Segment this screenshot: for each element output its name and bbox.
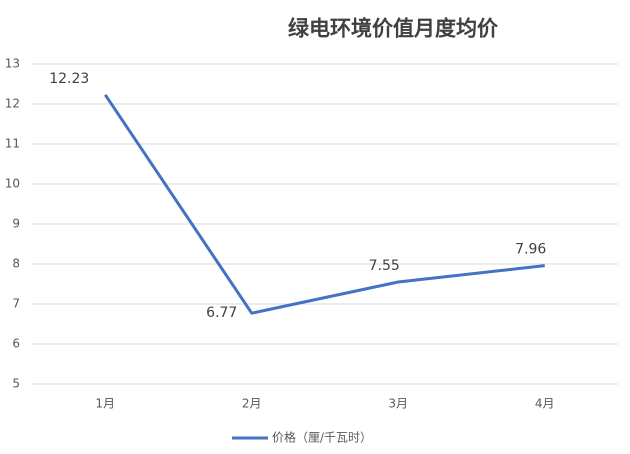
x-tick-label: 2月 — [242, 397, 262, 411]
y-tick-label: 11 — [5, 137, 20, 151]
y-tick-label: 10 — [5, 177, 20, 191]
y-tick-label: 9 — [12, 217, 20, 231]
data-label: 12.23 — [49, 71, 89, 87]
y-tick-label: 7 — [12, 297, 20, 311]
y-tick-label: 8 — [12, 257, 20, 271]
y-tick-label: 6 — [12, 337, 20, 351]
y-tick-label: 12 — [5, 97, 20, 111]
data-label: 7.96 — [515, 242, 546, 258]
x-tick-label: 4月 — [535, 397, 555, 411]
x-tick-label: 1月 — [95, 397, 115, 411]
line-series — [104, 93, 545, 315]
x-tick-label: 3月 — [388, 397, 408, 411]
data-label: 6.77 — [206, 305, 237, 321]
legend-label: 价格（厘/千瓦时） — [272, 430, 372, 445]
y-tick-label: 13 — [5, 57, 20, 71]
chart-title: 绿电环境价值月度均价 — [288, 16, 499, 41]
y-tick-label: 5 — [12, 377, 20, 391]
data-label: 7.55 — [369, 258, 400, 274]
